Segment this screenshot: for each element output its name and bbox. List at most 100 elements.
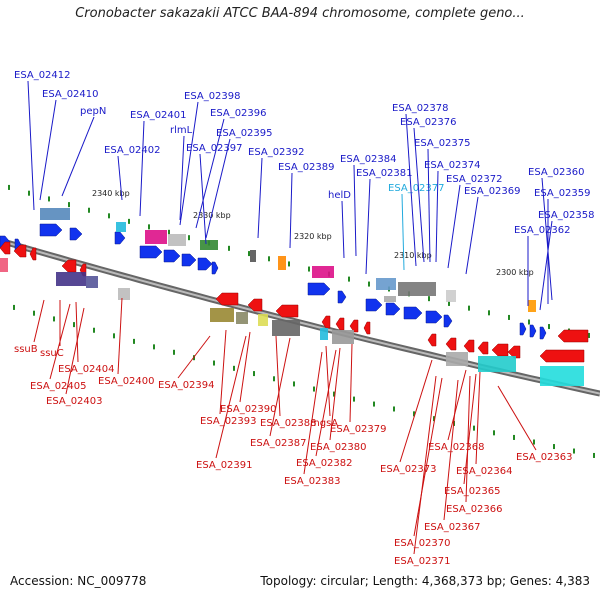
tick-mark-top — [28, 190, 30, 196]
top-label-leader — [413, 127, 425, 263]
gene-label-bottom: ESA_02365 — [444, 486, 501, 497]
bottom-label-leader — [219, 329, 227, 415]
gene-label-bottom: ESA_02382 — [296, 458, 353, 469]
forward-gene-arrow — [443, 314, 453, 328]
tick-mark-top — [48, 196, 50, 202]
gene-label-top: ESA_02359 — [534, 188, 591, 199]
tick-mark-top — [588, 332, 590, 338]
topology-summary: Topology: circular; Length: 4,368,373 bp… — [260, 574, 590, 588]
reverse-gene-arrow — [275, 304, 299, 318]
bottom-label-leader — [463, 373, 477, 485]
gene-label-top: ESA_02377 — [388, 183, 445, 194]
tick-mark-top — [8, 184, 10, 190]
kbp-mark-label: 2340 kbp — [92, 189, 130, 198]
reverse-gene-arrow — [539, 349, 585, 363]
forward-gene-arrow — [307, 282, 331, 296]
gene-label-top: ESA_02378 — [392, 103, 449, 114]
forward-gene-arrow — [385, 302, 401, 316]
gene-feature-block — [258, 314, 268, 326]
tick-mark-bottom — [293, 381, 295, 387]
gene-feature-block — [116, 222, 126, 232]
tick-mark-top — [368, 281, 370, 287]
bottom-label-leader — [329, 347, 341, 441]
bottom-label-leader — [177, 335, 211, 379]
gene-feature-block — [320, 328, 328, 340]
gene-label-bottom: ESA_02380 — [310, 442, 367, 453]
gene-label-top: ESA_02381 — [356, 168, 413, 179]
gene-feature-block — [86, 276, 98, 288]
gene-label-bottom: ESA_02383 — [284, 476, 341, 487]
forward-gene-arrow — [365, 298, 383, 312]
tick-mark-top — [228, 245, 230, 251]
tick-mark-top — [448, 300, 450, 306]
reverse-gene-arrow — [463, 339, 475, 353]
tick-mark-bottom — [373, 401, 375, 407]
reverse-gene-arrow — [215, 292, 239, 306]
tick-mark-top — [188, 235, 190, 241]
gene-label-top: ESA_02375 — [414, 138, 471, 149]
gene-label-bottom: ESA_02363 — [516, 452, 573, 463]
gene-feature-block — [446, 290, 456, 302]
tick-mark-top — [88, 207, 90, 213]
gene-label-top: ESA_02396 — [210, 108, 267, 119]
forward-gene-arrow — [529, 324, 537, 338]
tick-mark-top — [148, 224, 150, 230]
reverse-gene-arrow — [427, 333, 437, 347]
gene-feature-block — [210, 308, 234, 322]
tick-mark-top — [68, 202, 70, 208]
top-label-leader — [465, 196, 479, 275]
reverse-gene-arrow — [13, 244, 27, 258]
gene-label-bottom: ssuB — [14, 344, 38, 355]
gene-label-bottom: ESA_02364 — [456, 466, 513, 477]
reverse-gene-arrow — [335, 317, 345, 331]
tick-mark-bottom — [173, 349, 175, 355]
bottom-label-leader — [33, 299, 45, 343]
gene-label-bottom: ESA_02404 — [58, 364, 115, 375]
gene-feature-block — [312, 266, 334, 278]
kbp-mark-label: 2320 kbp — [294, 232, 332, 241]
tick-mark-bottom — [253, 371, 255, 377]
gene-feature-block — [446, 352, 468, 366]
top-label-leader — [401, 193, 405, 271]
reverse-gene-arrow — [61, 259, 77, 273]
gene-feature-block — [236, 312, 248, 324]
top-label-leader — [405, 113, 417, 267]
gene-label-top: ESA_02395 — [216, 128, 273, 139]
forward-gene-arrow — [539, 326, 547, 340]
tick-mark-top — [308, 266, 310, 272]
forward-gene-arrow — [425, 310, 443, 324]
tick-mark-top — [528, 319, 530, 325]
gene-label-bottom: mgsA — [310, 418, 338, 429]
tick-mark-top — [428, 296, 430, 302]
bottom-label-leader — [465, 375, 471, 503]
top-label-leader — [447, 184, 461, 269]
gene-feature-block — [332, 330, 354, 344]
tick-mark-top — [348, 276, 350, 282]
reverse-gene-arrow — [491, 343, 509, 357]
forward-gene-arrow — [337, 290, 347, 304]
gene-label-top: ESA_02372 — [446, 174, 503, 185]
gene-label-bottom: ESA_02373 — [380, 464, 437, 475]
bottom-label-leader — [315, 349, 337, 457]
forward-gene-arrow — [211, 261, 219, 275]
bottom-label-leader — [303, 351, 323, 475]
gene-label-top: ESA_02398 — [184, 91, 241, 102]
reverse-gene-arrow — [0, 241, 11, 255]
tick-mark-top — [168, 229, 170, 235]
top-label-leader — [427, 148, 431, 263]
gene-label-top: ESA_02374 — [424, 160, 481, 171]
gene-label-top: helD — [328, 190, 351, 201]
reverse-gene-arrow — [247, 298, 263, 312]
top-label-leader — [353, 164, 357, 257]
gene-label-bottom: ESA_02390 — [220, 404, 277, 415]
gene-label-top: ESA_02397 — [186, 143, 243, 154]
forward-gene-arrow — [163, 249, 181, 263]
bottom-label-leader — [75, 301, 79, 363]
bottom-label-leader — [413, 375, 437, 555]
gene-label-top: ESA_02358 — [538, 210, 595, 221]
gene-label-top: ESA_02384 — [340, 154, 397, 165]
gene-label-top: ESA_02369 — [464, 186, 521, 197]
top-label-leader — [195, 118, 225, 229]
top-label-leader — [27, 80, 35, 211]
